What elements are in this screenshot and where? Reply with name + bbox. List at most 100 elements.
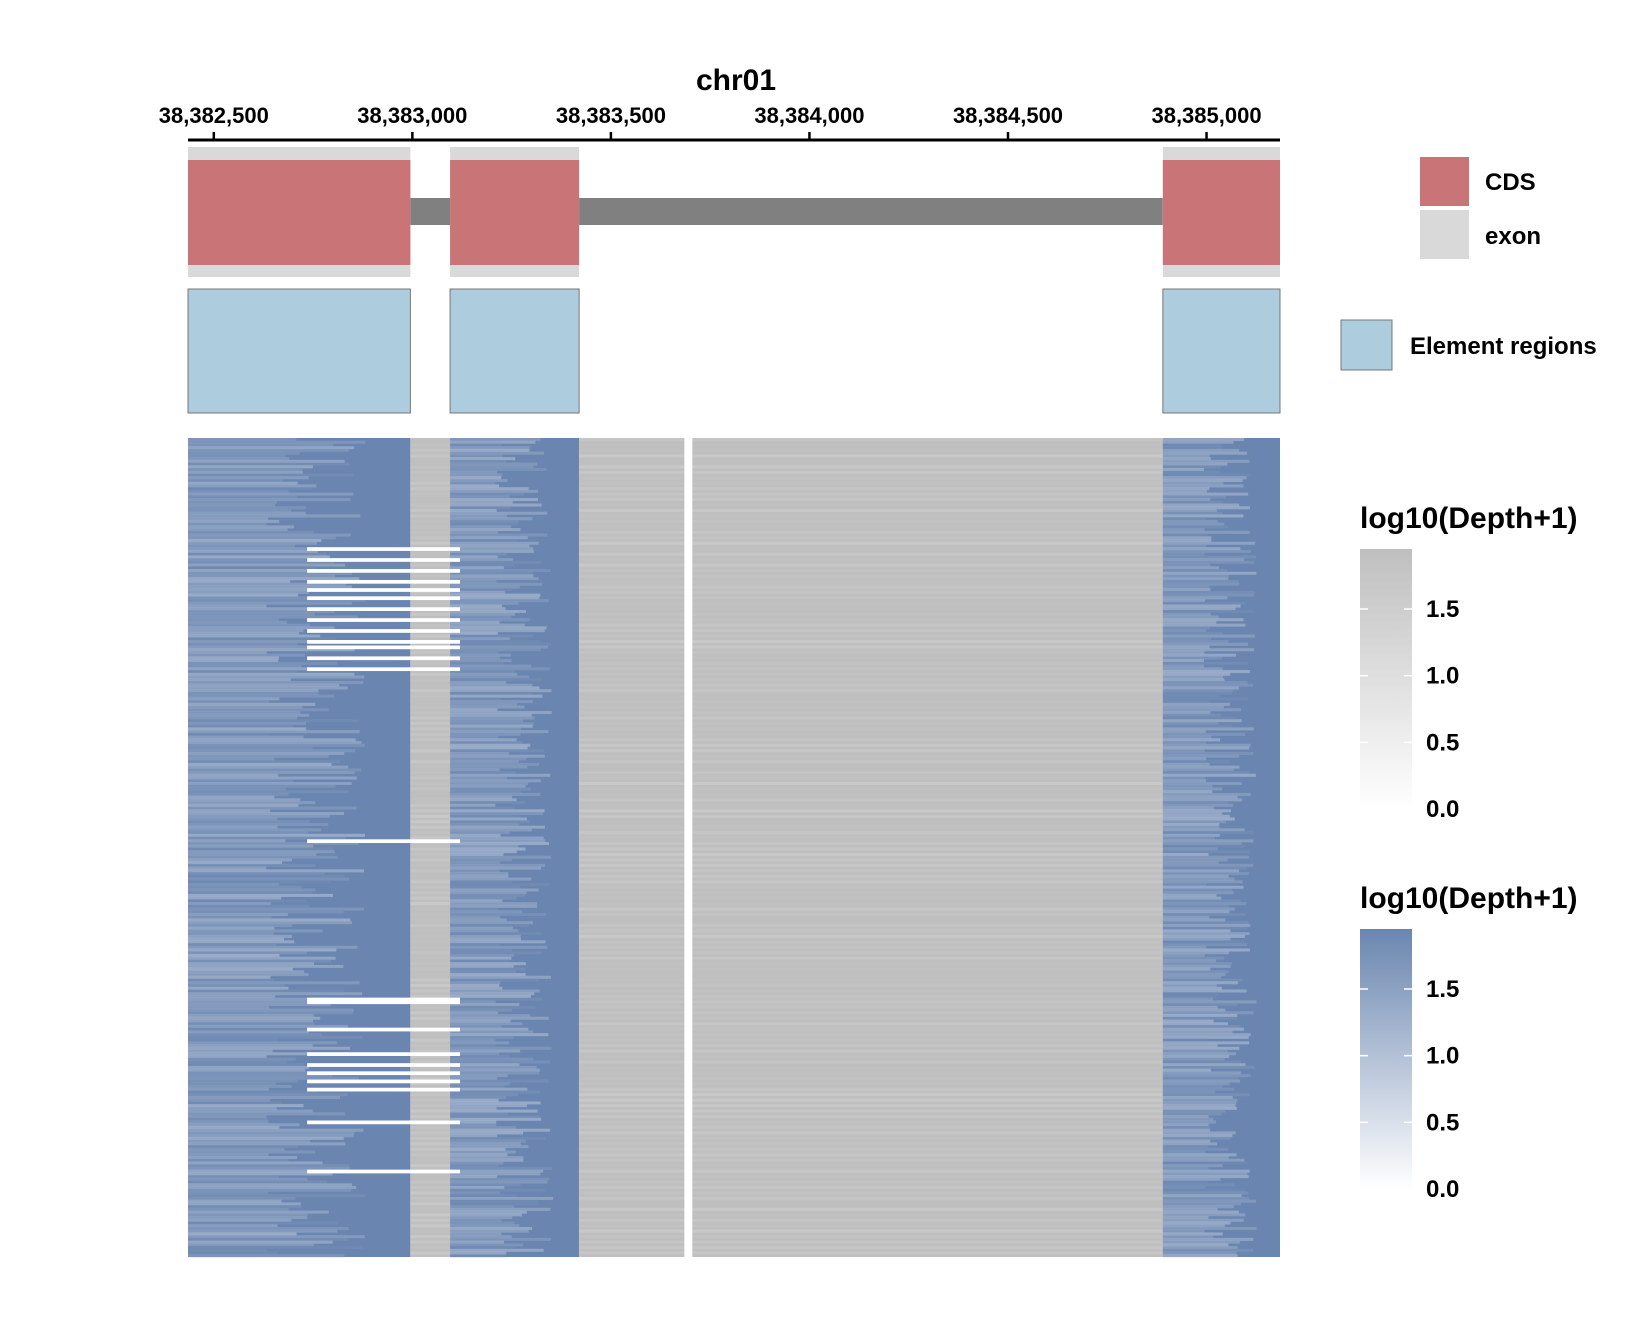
heatmap-row-shade [450,773,551,777]
heatmap-row-shade [410,1251,451,1255]
heatmap-row-shade [188,951,308,955]
heatmap-row-shade [188,1248,268,1252]
heatmap-row-shade [450,642,551,646]
heatmap-row-shade [188,1044,313,1048]
heatmap-row-shade [1162,489,1207,493]
heatmap-row-shade [579,1147,1163,1151]
heatmap-row-shade [188,448,349,452]
heatmap-missing-row [307,596,461,601]
heatmap-row-shade [1162,1175,1249,1179]
heatmap-row-shade [1162,659,1204,663]
heatmap-row-shade [188,650,267,654]
heatmap-row-shade [579,579,1163,583]
heatmap-row-shade [410,891,451,895]
heatmap-row-shade [450,888,539,892]
heatmap-row-shade [188,675,365,679]
heatmap-row-shade [1162,1087,1235,1091]
heatmap-row-shade [1162,1172,1248,1176]
cds-block [1162,160,1280,265]
heatmap-row-shade [1162,953,1205,957]
heatmap-row-shade [410,743,451,747]
heatmap-row-shade [1162,640,1229,644]
heatmap-row-shade [1162,555,1257,559]
heatmap-row-shade [579,945,1163,949]
heatmap-row-shade [450,749,545,753]
heatmap-row-shade [450,1019,511,1023]
heatmap-row-shade [1162,1027,1244,1031]
heatmap-row-shade [1162,822,1220,826]
heatmap-row-shade [450,544,530,548]
heatmap-row-shade [1162,964,1231,968]
heatmap-row-shade [450,1196,554,1200]
heatmap-row-shade [579,640,1163,644]
heatmap-row-shade [579,552,1163,556]
heatmap-row-shade [188,634,321,638]
heatmap-row-shade [1162,1191,1249,1195]
heatmap-row-shade [450,877,532,881]
heatmap-row-shade [188,547,362,551]
heatmap-row-shade [188,986,289,990]
heatmap-row-shade [188,973,309,977]
heatmap-row-shade [1162,670,1250,674]
heatmap-row-shade [1162,1218,1244,1222]
heatmap-row-shade [1162,634,1255,638]
heatmap-row-shade [579,667,1163,671]
heatmap-row-shade [1162,1224,1225,1228]
heatmap-row-shade [188,541,317,545]
heatmap-row-shade [579,787,1163,791]
heatmap-row-shade [188,964,344,968]
heatmap-row-shade [450,1128,551,1132]
heatmap-row-shade [1162,620,1217,624]
heatmap-row-shade [1162,1033,1251,1037]
heatmap-row-shade [1162,899,1241,903]
heatmap-row-shade [1162,921,1250,925]
heatmap-row-shade [1162,686,1239,690]
x-tick-label: 38,382,500 [159,103,269,128]
heatmap-row-shade [188,776,357,780]
heatmap-row-shade [450,640,541,644]
heatmap-row-shade [579,1164,1163,1168]
heatmap-row-shade [579,563,1163,567]
heatmap-row-shade [450,508,497,513]
heatmap-row-shade [188,1147,285,1151]
heatmap-row-shade [188,741,362,745]
heatmap-row-shade [188,913,288,917]
heatmap-row-shade [188,888,316,892]
heatmap-row-shade [188,1153,269,1157]
heatmap-row-shade [450,1221,515,1225]
heatmap-row-shade [410,874,451,878]
heatmap-row-shade [410,984,451,988]
heatmap-row-shade [188,1161,323,1165]
heatmap-row-shade [410,601,451,605]
heatmap-row-shade [188,1169,348,1173]
heatmap-row-shade [1162,760,1230,764]
heatmap-row-shade [410,1153,451,1157]
heatmap-row-shade [410,825,451,829]
heatmap-row-shade [410,836,451,840]
heatmap-row-shade [450,989,540,993]
heatmap-row-shade [188,511,306,515]
colorbar-tick-label: 1.0 [1426,663,1459,690]
heatmap-row-shade [1162,484,1244,488]
heatmap-row-shade [1162,700,1210,704]
heatmap-row-shade [450,579,497,583]
heatmap-row-shade [579,508,1163,513]
heatmap-row-shade [188,1016,321,1020]
heatmap-row-shade [410,721,451,725]
heatmap-row-shade [188,784,336,788]
heatmap-row-shade [410,536,451,540]
heatmap-row-shade [579,984,1163,988]
heatmap-row-shade [1162,962,1232,966]
heatmap-row-shade [1162,582,1240,586]
heatmap-row-shade [410,1235,451,1239]
heatmap-row-shade [450,454,504,458]
heatmap-row-shade [450,765,528,769]
heatmap-row-shade [1162,1196,1249,1200]
heatmap-row-shade [450,478,508,482]
heatmap-row-shade [188,880,331,884]
heatmap-row-shade [188,544,296,548]
heatmap-row-shade [450,650,499,654]
heatmap-row-shade [450,492,525,496]
heatmap-row-shade [188,1098,270,1102]
heatmap-row-shade [188,1093,348,1097]
